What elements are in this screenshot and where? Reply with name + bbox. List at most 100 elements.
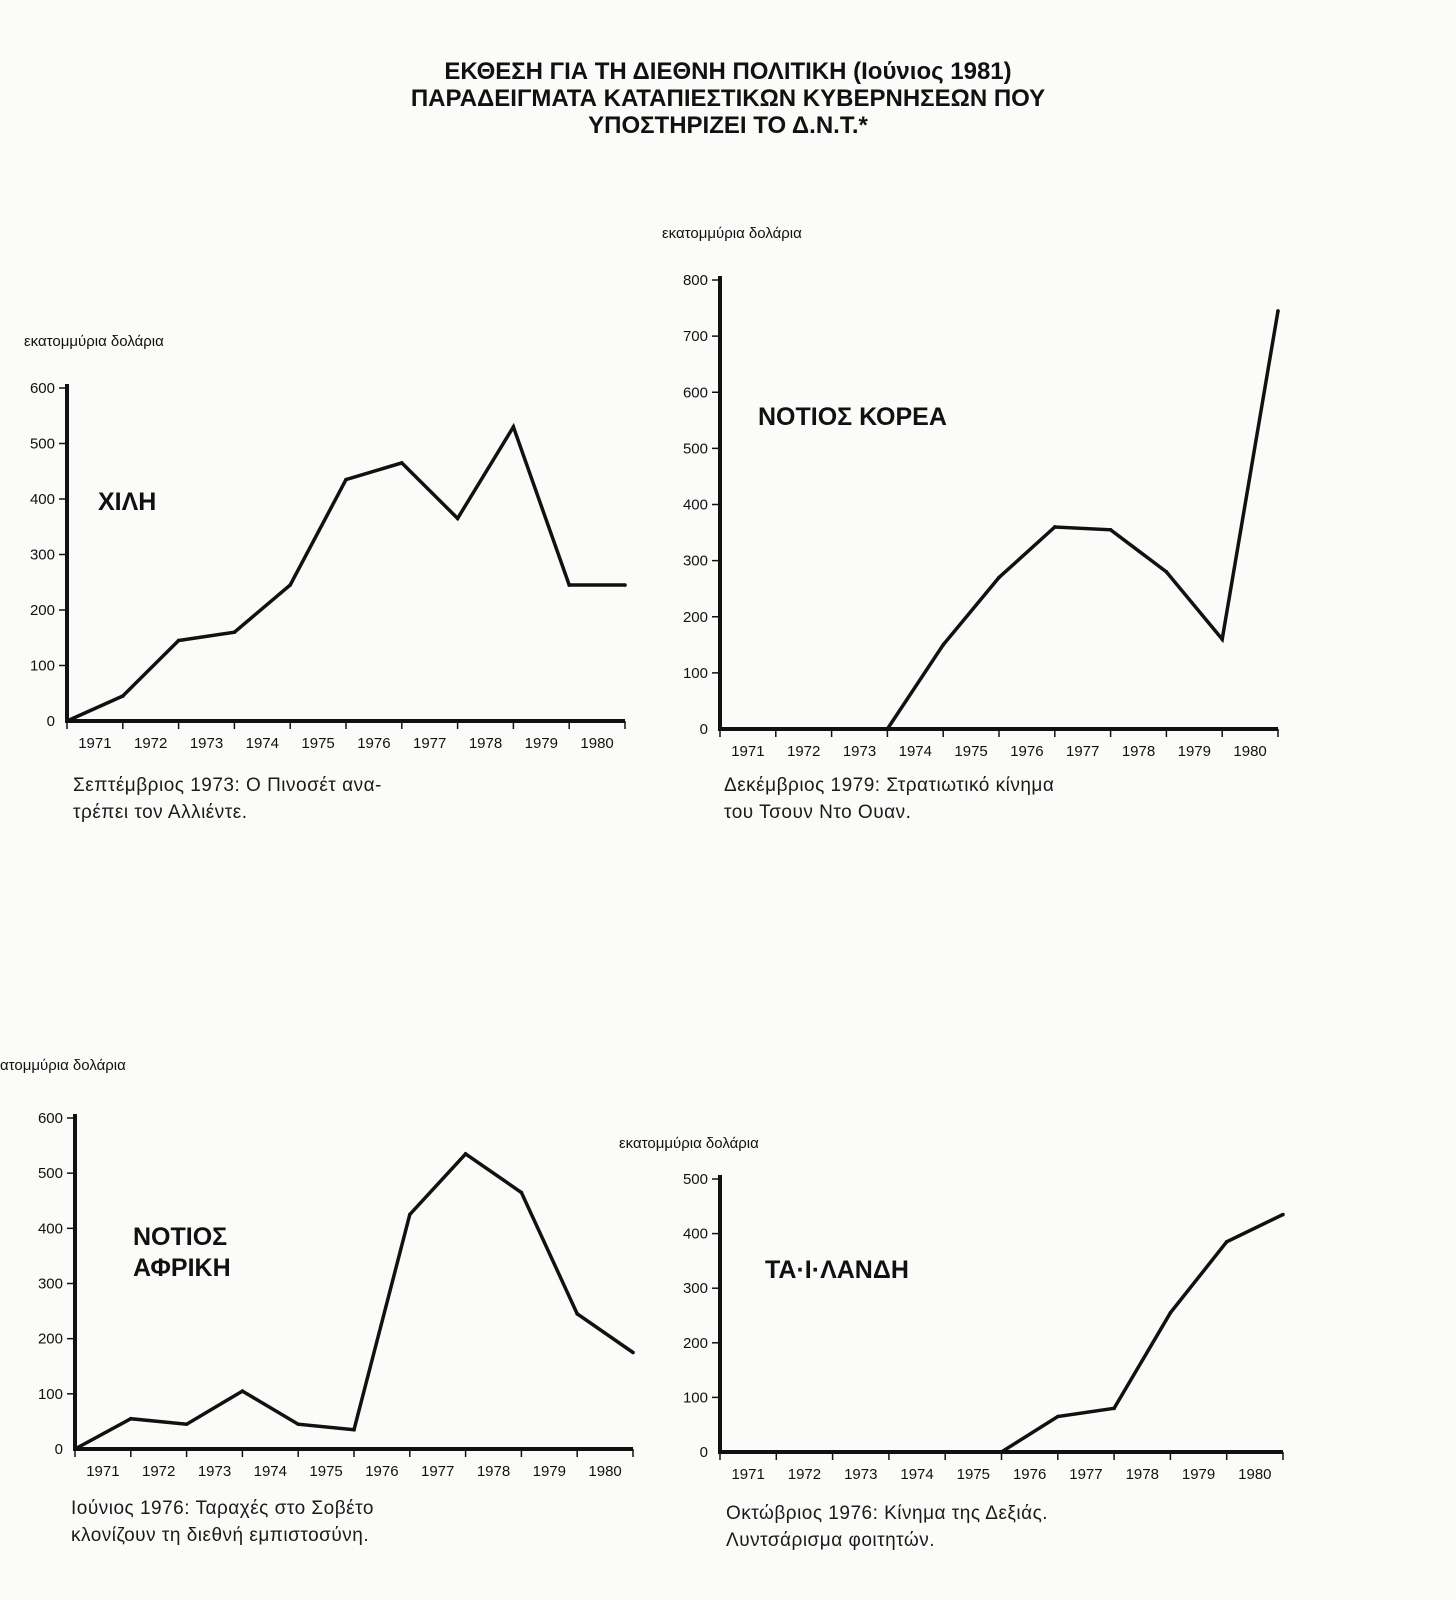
data-point [511, 425, 516, 429]
y-tick-label: 0 [47, 713, 55, 730]
x-tick-label: 1972 [788, 1466, 821, 1483]
x-tick-label: 1971 [86, 1463, 119, 1480]
x-tick-label: 1977 [1066, 743, 1099, 760]
y-tick-label: 400 [683, 1226, 708, 1243]
data-point [65, 719, 69, 723]
x-tick-label: 1973 [198, 1463, 231, 1480]
data-point [232, 630, 237, 634]
y-tick-label: 100 [683, 665, 708, 682]
caption-line: Δεκέμβριος 1979: Στρατιωτικό κίνημα [724, 775, 1055, 796]
data-point [288, 583, 293, 587]
x-tick-label: 1979 [525, 735, 558, 752]
data-point [575, 1312, 579, 1316]
page-title-line-1: ΕΚΘΕΣΗ ΓΙΑ ΤΗ ΔΙΕΘΝΗ ΠΟΛΙΤΙΚΗ (Ιούνιος 1… [444, 58, 1012, 85]
data-point [296, 1422, 301, 1426]
data-point [1112, 1406, 1116, 1411]
y-tick-label: 200 [683, 609, 708, 626]
data-point [240, 1389, 245, 1393]
y-tick-label: 100 [38, 1386, 63, 1403]
y-axis-label: εκατομμύρια δολάρια [619, 1135, 759, 1152]
x-tick-label: 1971 [731, 743, 764, 760]
chart-caption: Οκτώβριος 1976: Κίνημα της Δεξιάς. Λυντσά… [726, 1500, 1048, 1554]
data-point [885, 727, 890, 731]
y-tick-label: 0 [700, 721, 708, 738]
y-axis-label: εκατομμύρια δολάρια [662, 225, 802, 242]
y-tick-label: 0 [55, 1441, 63, 1458]
y-tick-label: 200 [683, 1335, 708, 1352]
data-point [567, 583, 571, 587]
data-point [1056, 1414, 1060, 1419]
y-tick-label: 300 [683, 553, 708, 570]
y-tick-label: 300 [683, 1280, 708, 1297]
y-axis-label: εκατομμύρια δολάρια [0, 1057, 126, 1074]
data-point [774, 1450, 779, 1454]
x-tick-label: 1975 [954, 743, 987, 760]
x-tick-label: 1971 [731, 1466, 764, 1483]
x-tick-label: 1978 [469, 735, 502, 752]
x-tick-label: 1974 [899, 743, 932, 760]
x-tick-label: 1978 [1122, 743, 1155, 760]
x-tick-label: 1975 [957, 1466, 990, 1483]
x-tick-label: 1976 [357, 735, 390, 752]
y-tick-label: 200 [38, 1331, 63, 1348]
data-point [463, 1152, 468, 1156]
caption-line: Ιούνιος 1976: Ταραχές στο Σοβέτο [71, 1498, 374, 1519]
data-point [631, 1350, 635, 1355]
y-tick-label: 100 [683, 1389, 708, 1406]
x-tick-label: 1974 [246, 735, 279, 752]
data-point [1276, 309, 1280, 313]
data-point [887, 1450, 891, 1454]
data-point [774, 727, 778, 731]
x-tick-label: 1972 [787, 743, 820, 760]
caption-line: κλονίζουν τη διεθνή εμπιστοσύνη. [71, 1525, 370, 1546]
data-point [623, 583, 627, 587]
data-point [1281, 1212, 1285, 1217]
data-point [941, 643, 945, 647]
x-tick-label: 1978 [1126, 1466, 1159, 1483]
x-tick-label: 1976 [365, 1463, 398, 1480]
x-tick-label: 1972 [134, 735, 167, 752]
chart-title-line: ΝΟΤΙΟΣ [133, 1223, 227, 1251]
data-point [184, 1422, 189, 1426]
y-tick-label: 0 [700, 1444, 708, 1461]
y-tick-label: 400 [683, 497, 708, 514]
data-point [344, 477, 348, 482]
y-tick-label: 700 [683, 328, 708, 345]
chart-title: ΧΙΛΗ [98, 488, 156, 516]
data-point [1224, 1239, 1229, 1244]
chart-title: ΤΑ·Ι·ΛΑΝΔΗ [765, 1256, 909, 1284]
data-point [1220, 637, 1224, 641]
x-tick-label: 1980 [580, 735, 613, 752]
x-tick-label: 1977 [413, 735, 446, 752]
data-point [1168, 1310, 1173, 1315]
y-tick-label: 500 [683, 440, 708, 457]
caption-line: του Τσουν Ντο Ουαν. [724, 802, 912, 823]
data-point [455, 516, 460, 521]
chart-title: ΝΟΤΙΟΣ ΚΟΡΕΑ [758, 403, 947, 431]
x-tick-label: 1977 [1069, 1466, 1102, 1483]
data-point [829, 727, 834, 731]
data-point [352, 1427, 356, 1432]
x-tick-label: 1976 [1013, 1466, 1046, 1483]
chart-caption: Δεκέμβριος 1979: Στρατιωτικό κίνημα του Τ… [724, 772, 1054, 826]
x-tick-label: 1973 [844, 1466, 877, 1483]
x-tick-label: 1974 [254, 1463, 287, 1480]
data-point [999, 1450, 1004, 1454]
x-tick-label: 1975 [301, 735, 334, 752]
x-tick-label: 1973 [190, 735, 223, 752]
data-point [1164, 570, 1169, 574]
caption-line: τρέπει τον Αλλιέντε. [73, 802, 248, 823]
data-point [718, 1450, 722, 1454]
series-line [720, 1212, 1284, 1454]
y-tick-label: 200 [30, 602, 55, 619]
data-point [830, 1450, 835, 1454]
data-point [121, 694, 125, 698]
x-tick-label: 1973 [843, 743, 876, 760]
data-point [997, 575, 1001, 580]
chart-caption: Ιούνιος 1976: Ταραχές στο Σοβέτο κλονίζου… [71, 1495, 374, 1549]
x-tick-label: 1975 [309, 1463, 342, 1480]
data-point [1053, 525, 1057, 529]
